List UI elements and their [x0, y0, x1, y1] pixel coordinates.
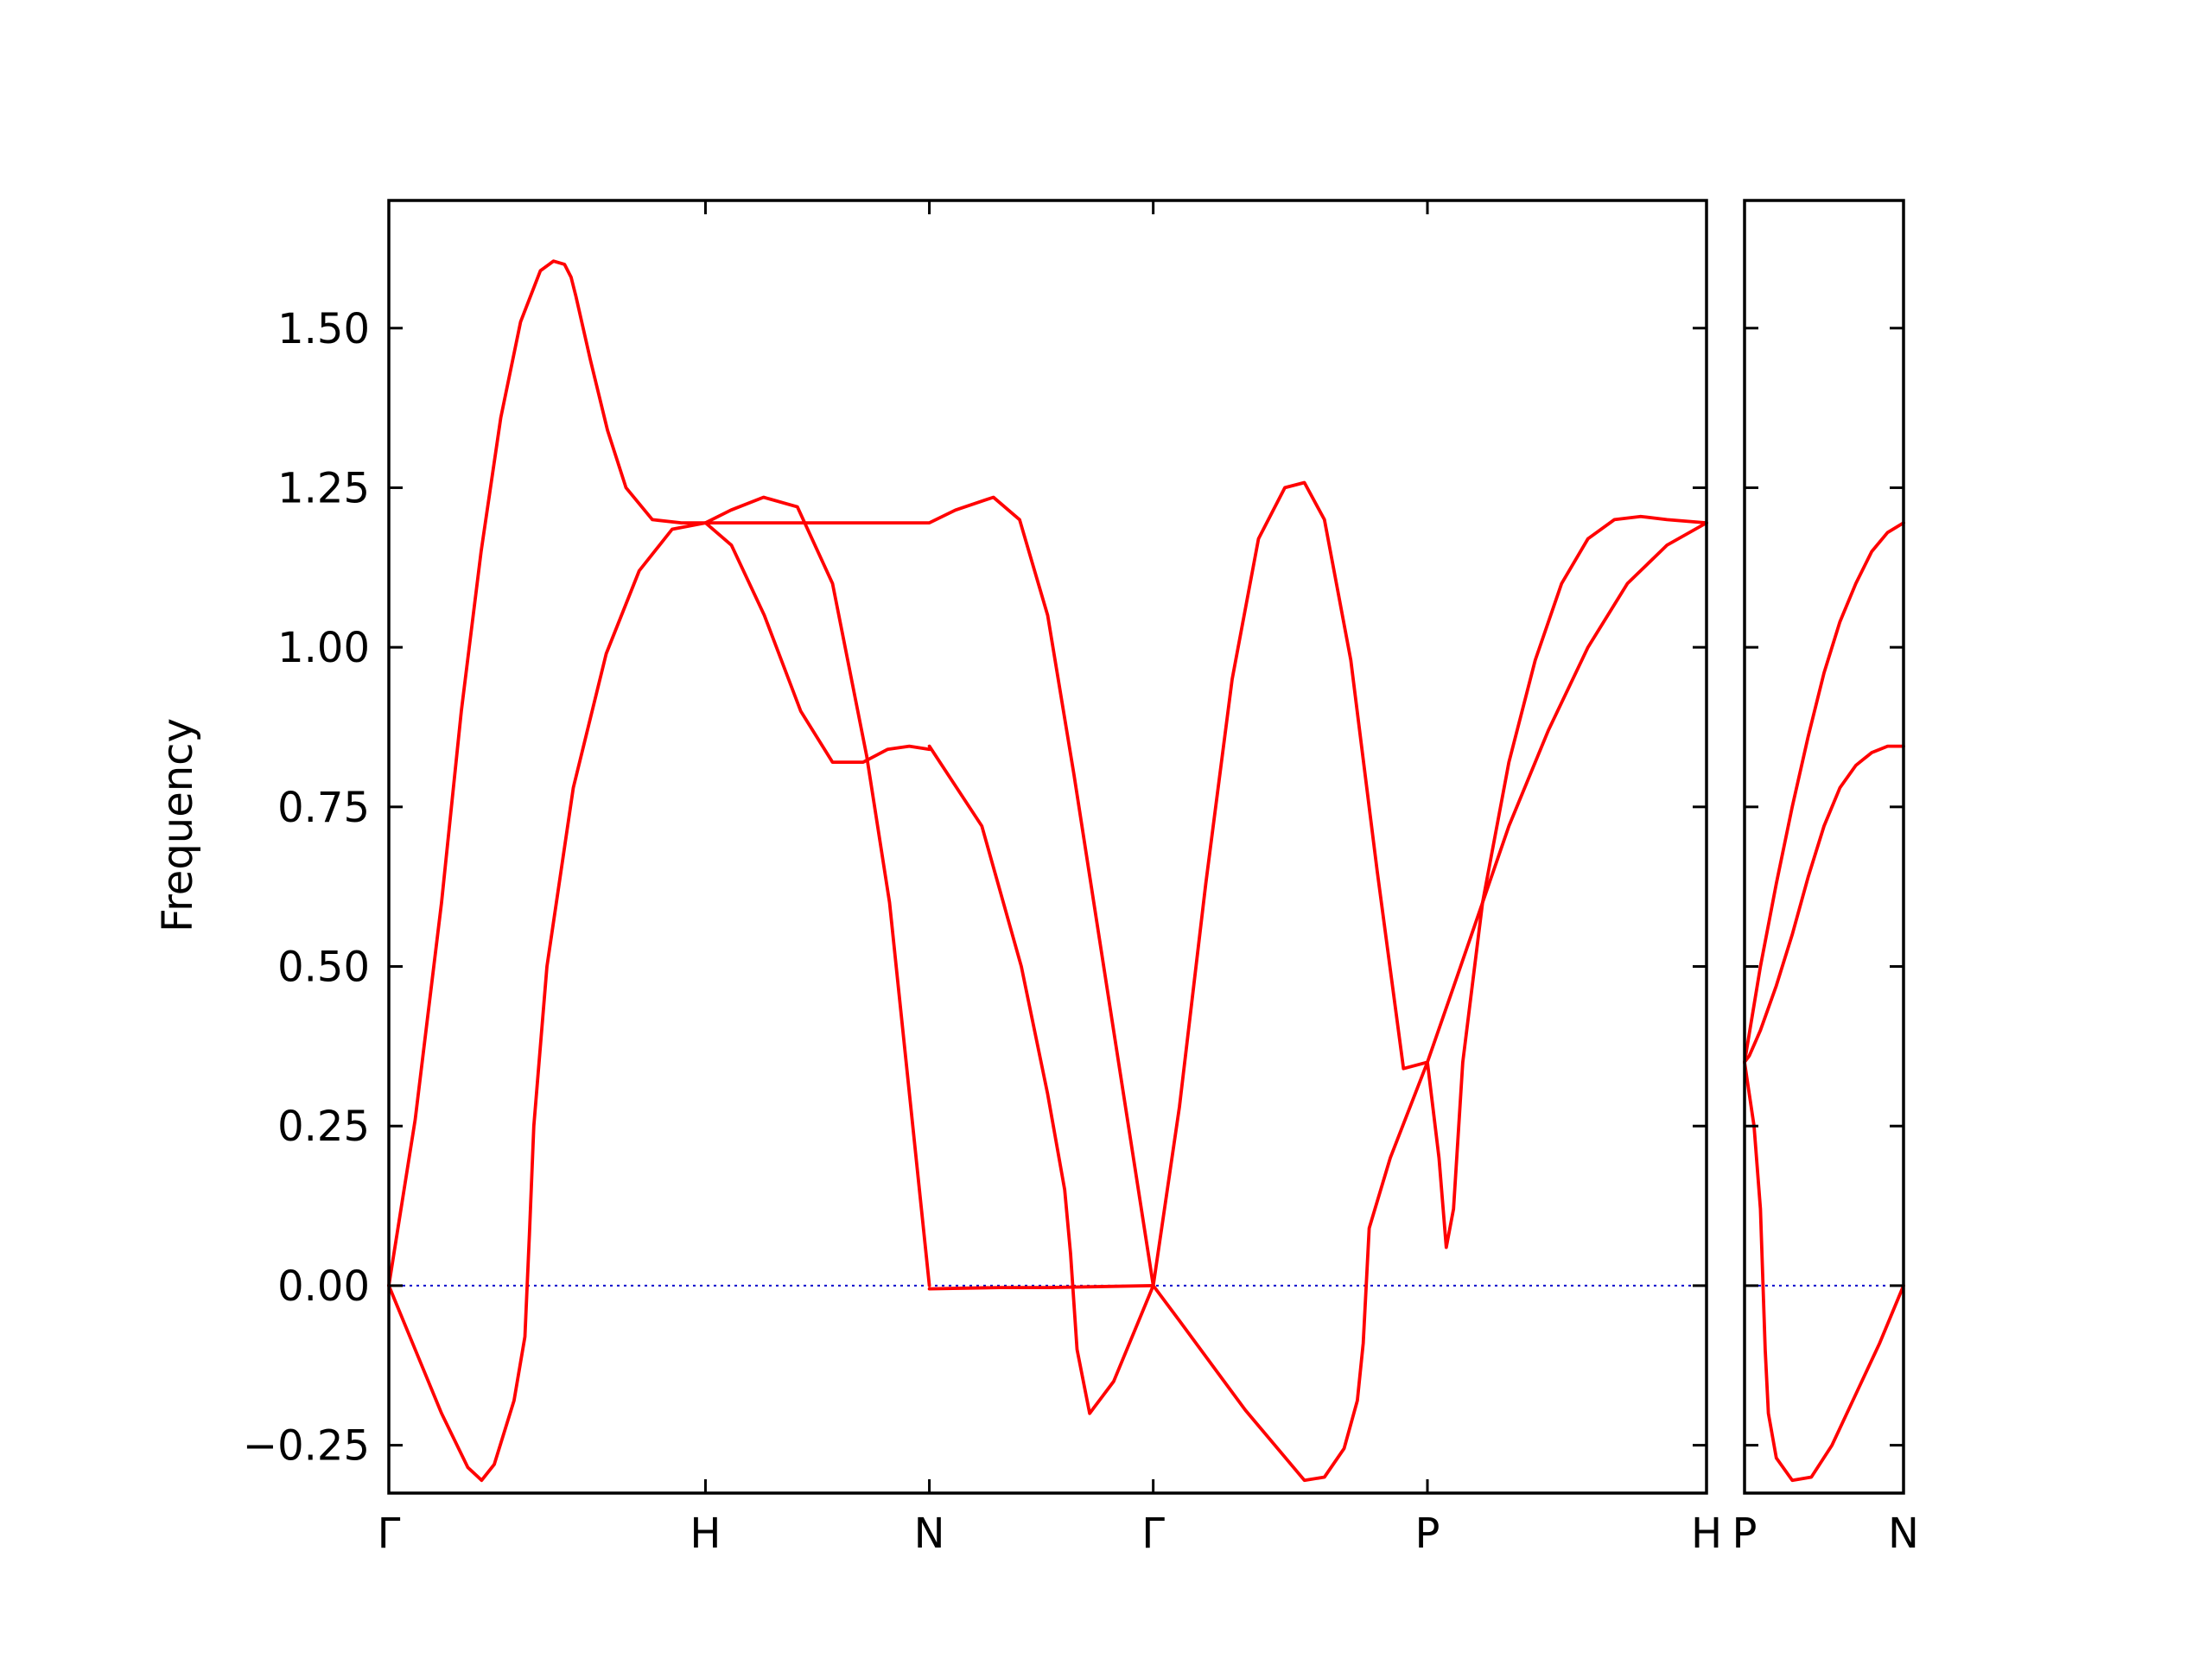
y-tick-label: 0.75 — [277, 784, 370, 832]
y-tick-label: −0.25 — [243, 1422, 370, 1471]
y-tick-label: 1.25 — [277, 464, 370, 512]
band-line-2 — [387, 521, 931, 1483]
x-tick-label: Γ — [378, 1510, 401, 1558]
band-line-2 — [1743, 521, 1905, 1065]
band-line-7 — [1151, 521, 1708, 1483]
x-tick-label: H — [1691, 1510, 1722, 1558]
x-tick-label: N — [1888, 1510, 1919, 1558]
y-tick-label: 0.25 — [277, 1103, 370, 1151]
y-tick-label: 1.00 — [277, 624, 370, 672]
band-line-1 — [1743, 744, 1905, 1065]
x-tick-label: Γ — [1141, 1510, 1165, 1558]
band-line-6 — [1151, 480, 1708, 1287]
plot-frame — [387, 199, 1708, 1495]
plot-frame — [1743, 199, 1905, 1495]
y-tick-label: 0.50 — [277, 944, 370, 992]
x-tick-label: N — [914, 1510, 945, 1558]
x-tick-label: H — [690, 1510, 721, 1558]
x-tick-label: P — [1732, 1510, 1758, 1558]
main-band-panel: Γ H N Γ P H −0.25 0.00 0.25 0.50 0.75 1.00 1.25 1.50 — [243, 199, 1722, 1558]
y-axis-label: Frequency — [154, 718, 202, 932]
band-line-3 — [703, 495, 1155, 1287]
band-line-1 — [387, 259, 931, 1287]
band-line-5 — [927, 1284, 1155, 1291]
band-line-4 — [927, 744, 1155, 1415]
y-tick-label: 1.50 — [277, 305, 370, 353]
y-tick-label: 0.00 — [277, 1262, 370, 1311]
band-line-3 — [1743, 1060, 1905, 1483]
x-tick-label: P — [1415, 1510, 1440, 1558]
